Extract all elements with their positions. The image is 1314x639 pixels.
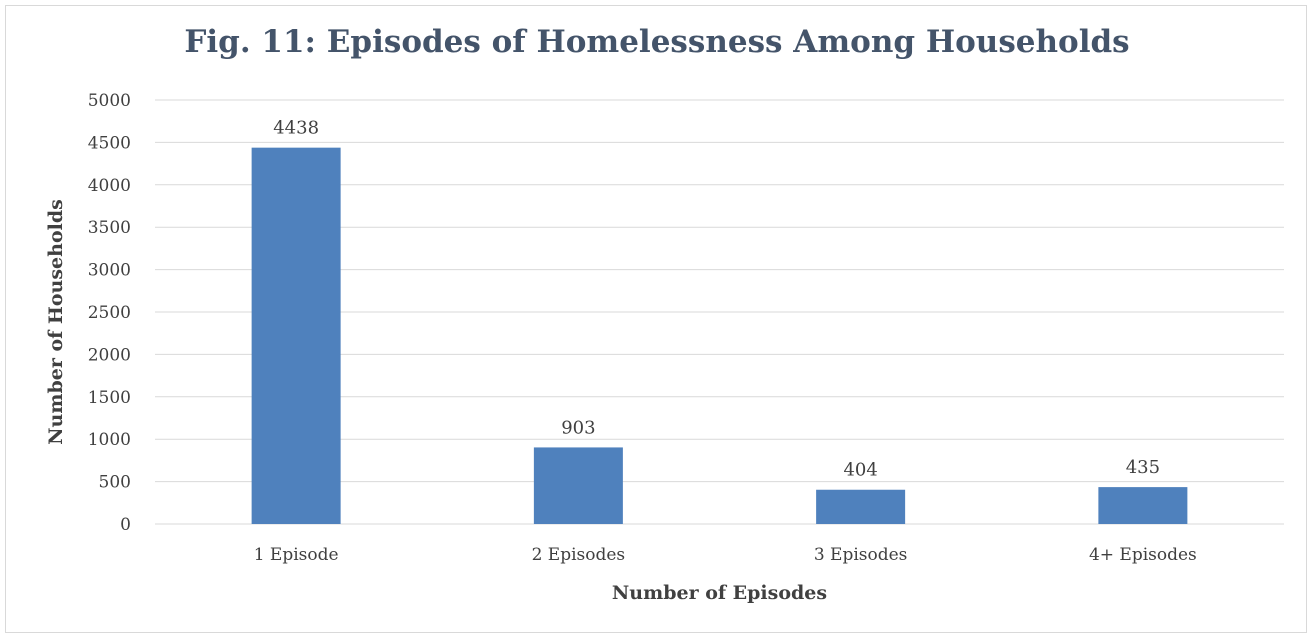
bars <box>251 147 1188 524</box>
y-tick-label: 3000 <box>88 261 131 281</box>
bar <box>533 447 623 524</box>
y-tick-label: 3500 <box>88 218 131 238</box>
bar <box>251 147 341 524</box>
y-axis-ticks: 0 500 1000 1500 2000 2500 3000 3500 4000 4500 5000 <box>88 91 131 535</box>
gridlines <box>155 99 1284 525</box>
x-tick-label: 3 Episodes <box>814 545 908 565</box>
y-tick-label: 4000 <box>88 176 131 196</box>
chart-frame <box>5 5 1307 633</box>
y-tick-label: 2000 <box>88 345 131 365</box>
x-tick-label: 2 Episodes <box>532 545 626 565</box>
x-axis-ticks: 1 Episode 2 Episodes 3 Episodes 4+ Episodes <box>254 545 1197 565</box>
y-tick-label: 5000 <box>88 91 131 111</box>
data-label: 404 <box>843 460 877 481</box>
data-label: 435 <box>1126 457 1160 478</box>
x-axis-title: Number of Episodes <box>612 582 827 604</box>
x-tick-label: 4+ Episodes <box>1089 545 1197 565</box>
data-label: 4438 <box>273 118 319 139</box>
data-label: 903 <box>561 417 595 438</box>
y-tick-label: 500 <box>99 473 131 493</box>
x-tick-label: 1 Episode <box>254 545 339 565</box>
bar <box>816 489 906 524</box>
bar <box>1098 487 1188 524</box>
y-tick-label: 4500 <box>88 133 131 153</box>
y-tick-label: 1000 <box>88 430 131 450</box>
data-labels: 4438 903 404 435 <box>273 118 1160 481</box>
y-tick-label: 1500 <box>88 388 131 408</box>
chart-title: Fig. 11: Episodes of Homelessness Among … <box>184 24 1130 60</box>
y-tick-label: 0 <box>120 515 131 535</box>
y-tick-label: 2500 <box>88 303 131 323</box>
y-axis-title: Number of Households <box>45 199 67 445</box>
